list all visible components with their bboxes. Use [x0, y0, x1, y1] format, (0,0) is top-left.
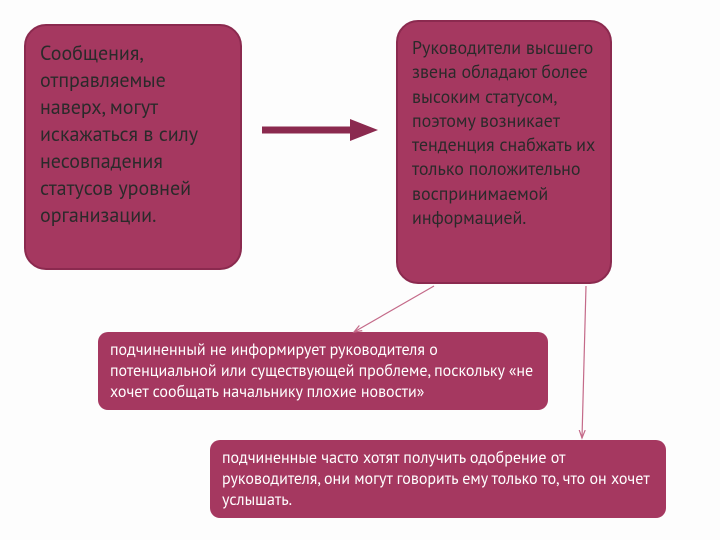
box-consequence-1-text: подчиненный не информирует руководителя … — [110, 340, 533, 402]
box-consequence-1: подчиненный не информирует руководителя … — [98, 332, 548, 410]
box-right-effect-text: Руководители высшего звена обладают боле… — [412, 36, 595, 229]
arrow-right-icon — [262, 119, 378, 141]
box-left-cause-text: Сообщения, отправляемые наверх, могут ис… — [40, 40, 197, 228]
box-consequence-2-text: подчиненные часто хотят получить одобрен… — [222, 448, 649, 510]
connector-line-1 — [354, 286, 434, 332]
box-right-effect: Руководители высшего звена обладают боле… — [396, 20, 612, 284]
box-left-cause: Сообщения, отправляемые наверх, могут ис… — [24, 24, 242, 270]
connector-line-2 — [582, 286, 586, 438]
box-consequence-2: подчиненные часто хотят получить одобрен… — [210, 440, 666, 518]
